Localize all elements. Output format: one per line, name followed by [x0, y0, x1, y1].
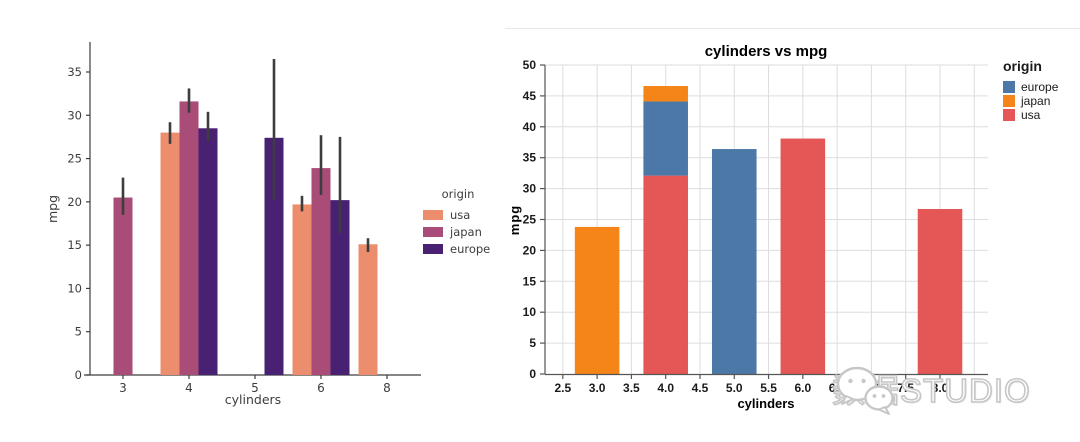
x-tick-label: 6 [317, 381, 325, 395]
bar-segment-japan-x3 [574, 226, 620, 374]
left-legend: origin usa japan europe [423, 187, 493, 257]
left-legend-title: origin [441, 187, 475, 201]
seaborn-grouped-bar-chart: 0 5 10 15 20 25 30 35 3 4 5 6 8 cylinders mpg [45, 42, 421, 407]
bar-segment-usa-x8 [917, 208, 963, 374]
left-legend-item-japan: japan [423, 223, 493, 240]
x-tick-label: 6.0 [795, 381, 812, 395]
right-legend: origin europe japan usa [1003, 58, 1078, 122]
y-tick-label: 35 [523, 151, 537, 165]
y-tick-label: 0 [75, 368, 82, 382]
x-tick-label: 3.0 [589, 381, 606, 395]
y-tick-label: 30 [67, 108, 82, 122]
right-legend-title: origin [1003, 58, 1042, 74]
x-tick-label: 5.5 [760, 381, 777, 395]
x-tick-label: 7.5 [897, 381, 914, 395]
y-tick-label: 30 [523, 182, 537, 196]
bar-segment-europe-x4 [643, 101, 688, 176]
right-yaxis-label: mpg [507, 205, 522, 235]
right-panel-top-border [505, 28, 1080, 29]
y-tick-label: 10 [67, 281, 82, 295]
japan-color-swatch [423, 226, 443, 237]
europe-color-swatch [1003, 81, 1015, 93]
y-tick-label: 20 [523, 243, 537, 257]
y-tick-label: 15 [523, 274, 537, 288]
bar-segment-japan-x4 [643, 86, 688, 102]
x-tick-label: 4 [185, 381, 193, 395]
right-legend-item-europe: europe [1003, 80, 1078, 94]
y-tick-label: 35 [67, 65, 82, 79]
y-tick-label: 15 [67, 238, 82, 252]
y-tick-label: 10 [523, 305, 537, 319]
left-legend-item-usa: usa [423, 206, 493, 223]
y-tick-label: 50 [523, 58, 537, 72]
bar-usa-cyl4 [160, 132, 180, 375]
y-tick-label: 5 [75, 325, 82, 339]
left-xaxis-label: cylinders [225, 392, 281, 407]
bar-europe-cyl5 [264, 137, 284, 375]
x-tick-label: 5 [251, 381, 259, 395]
right-legend-label-japan: japan [1021, 94, 1051, 108]
right-legend-item-usa: usa [1003, 108, 1078, 122]
bar-segment-usa-x4 [643, 175, 688, 374]
y-tick-label: 45 [523, 89, 537, 103]
bar-usa-cyl6 [292, 204, 312, 375]
bar-segment-usa-x6 [780, 138, 826, 374]
right-chart-title: cylinders vs mpg [705, 43, 828, 60]
x-tick-label: 4.0 [657, 381, 674, 395]
left-plot-area: 0 5 10 15 20 25 30 35 3 4 5 6 8 [67, 42, 421, 395]
x-tick-label: 4.5 [692, 381, 709, 395]
x-tick-label: 6.5 [829, 381, 846, 395]
x-tick-label: 3.5 [623, 381, 640, 395]
bar-japan-cyl6 [311, 168, 331, 375]
right-plot-area: 0 5 10 15 20 25 30 35 40 45 50 2.5 3.0 3.5 4.0 4.5 5.0 5.… [523, 58, 988, 395]
europe-color-swatch [423, 243, 443, 254]
y-tick-label: 5 [529, 336, 536, 350]
y-tick-label: 20 [67, 195, 82, 209]
left-legend-item-europe: europe [423, 240, 493, 257]
x-tick-label: 8 [383, 381, 391, 395]
japan-color-swatch [1003, 95, 1015, 107]
bar-japan-cyl4 [179, 101, 199, 375]
y-tick-label: 40 [523, 120, 537, 134]
right-xaxis-label: cylinders [737, 396, 794, 411]
x-tick-label: 5.0 [726, 381, 743, 395]
left-legend-label-europe: europe [450, 241, 491, 256]
bar-usa-cyl8 [358, 244, 378, 375]
x-tick-label: 3 [119, 381, 127, 395]
left-legend-label-usa: usa [450, 207, 471, 222]
usa-color-swatch [423, 209, 443, 220]
left-yaxis-label: mpg [45, 195, 60, 223]
bar-europe-cyl4 [198, 128, 218, 375]
x-tick-label: 2.5 [554, 381, 571, 395]
usa-color-swatch [1003, 109, 1015, 121]
bar-segment-europe-x5 [711, 149, 757, 374]
bar-japan-cyl3 [113, 197, 133, 375]
y-tick-label: 25 [67, 152, 82, 166]
x-tick-label: 8.0 [932, 381, 949, 395]
bar-europe-cyl6 [330, 200, 350, 375]
right-legend-label-europe: europe [1021, 80, 1059, 94]
right-legend-label-usa: usa [1021, 108, 1041, 122]
y-tick-label: 0 [529, 367, 536, 381]
right-legend-item-japan: japan [1003, 94, 1078, 108]
x-tick-label: 7.0 [863, 381, 880, 395]
y-tick-label: 25 [523, 213, 537, 227]
altair-stacked-bar-chart: 0 5 10 15 20 25 30 35 40 45 50 2.5 3.0 3.5 4.0 4.5 5.0 5.… [507, 43, 988, 411]
left-legend-label-japan: japan [450, 224, 482, 239]
